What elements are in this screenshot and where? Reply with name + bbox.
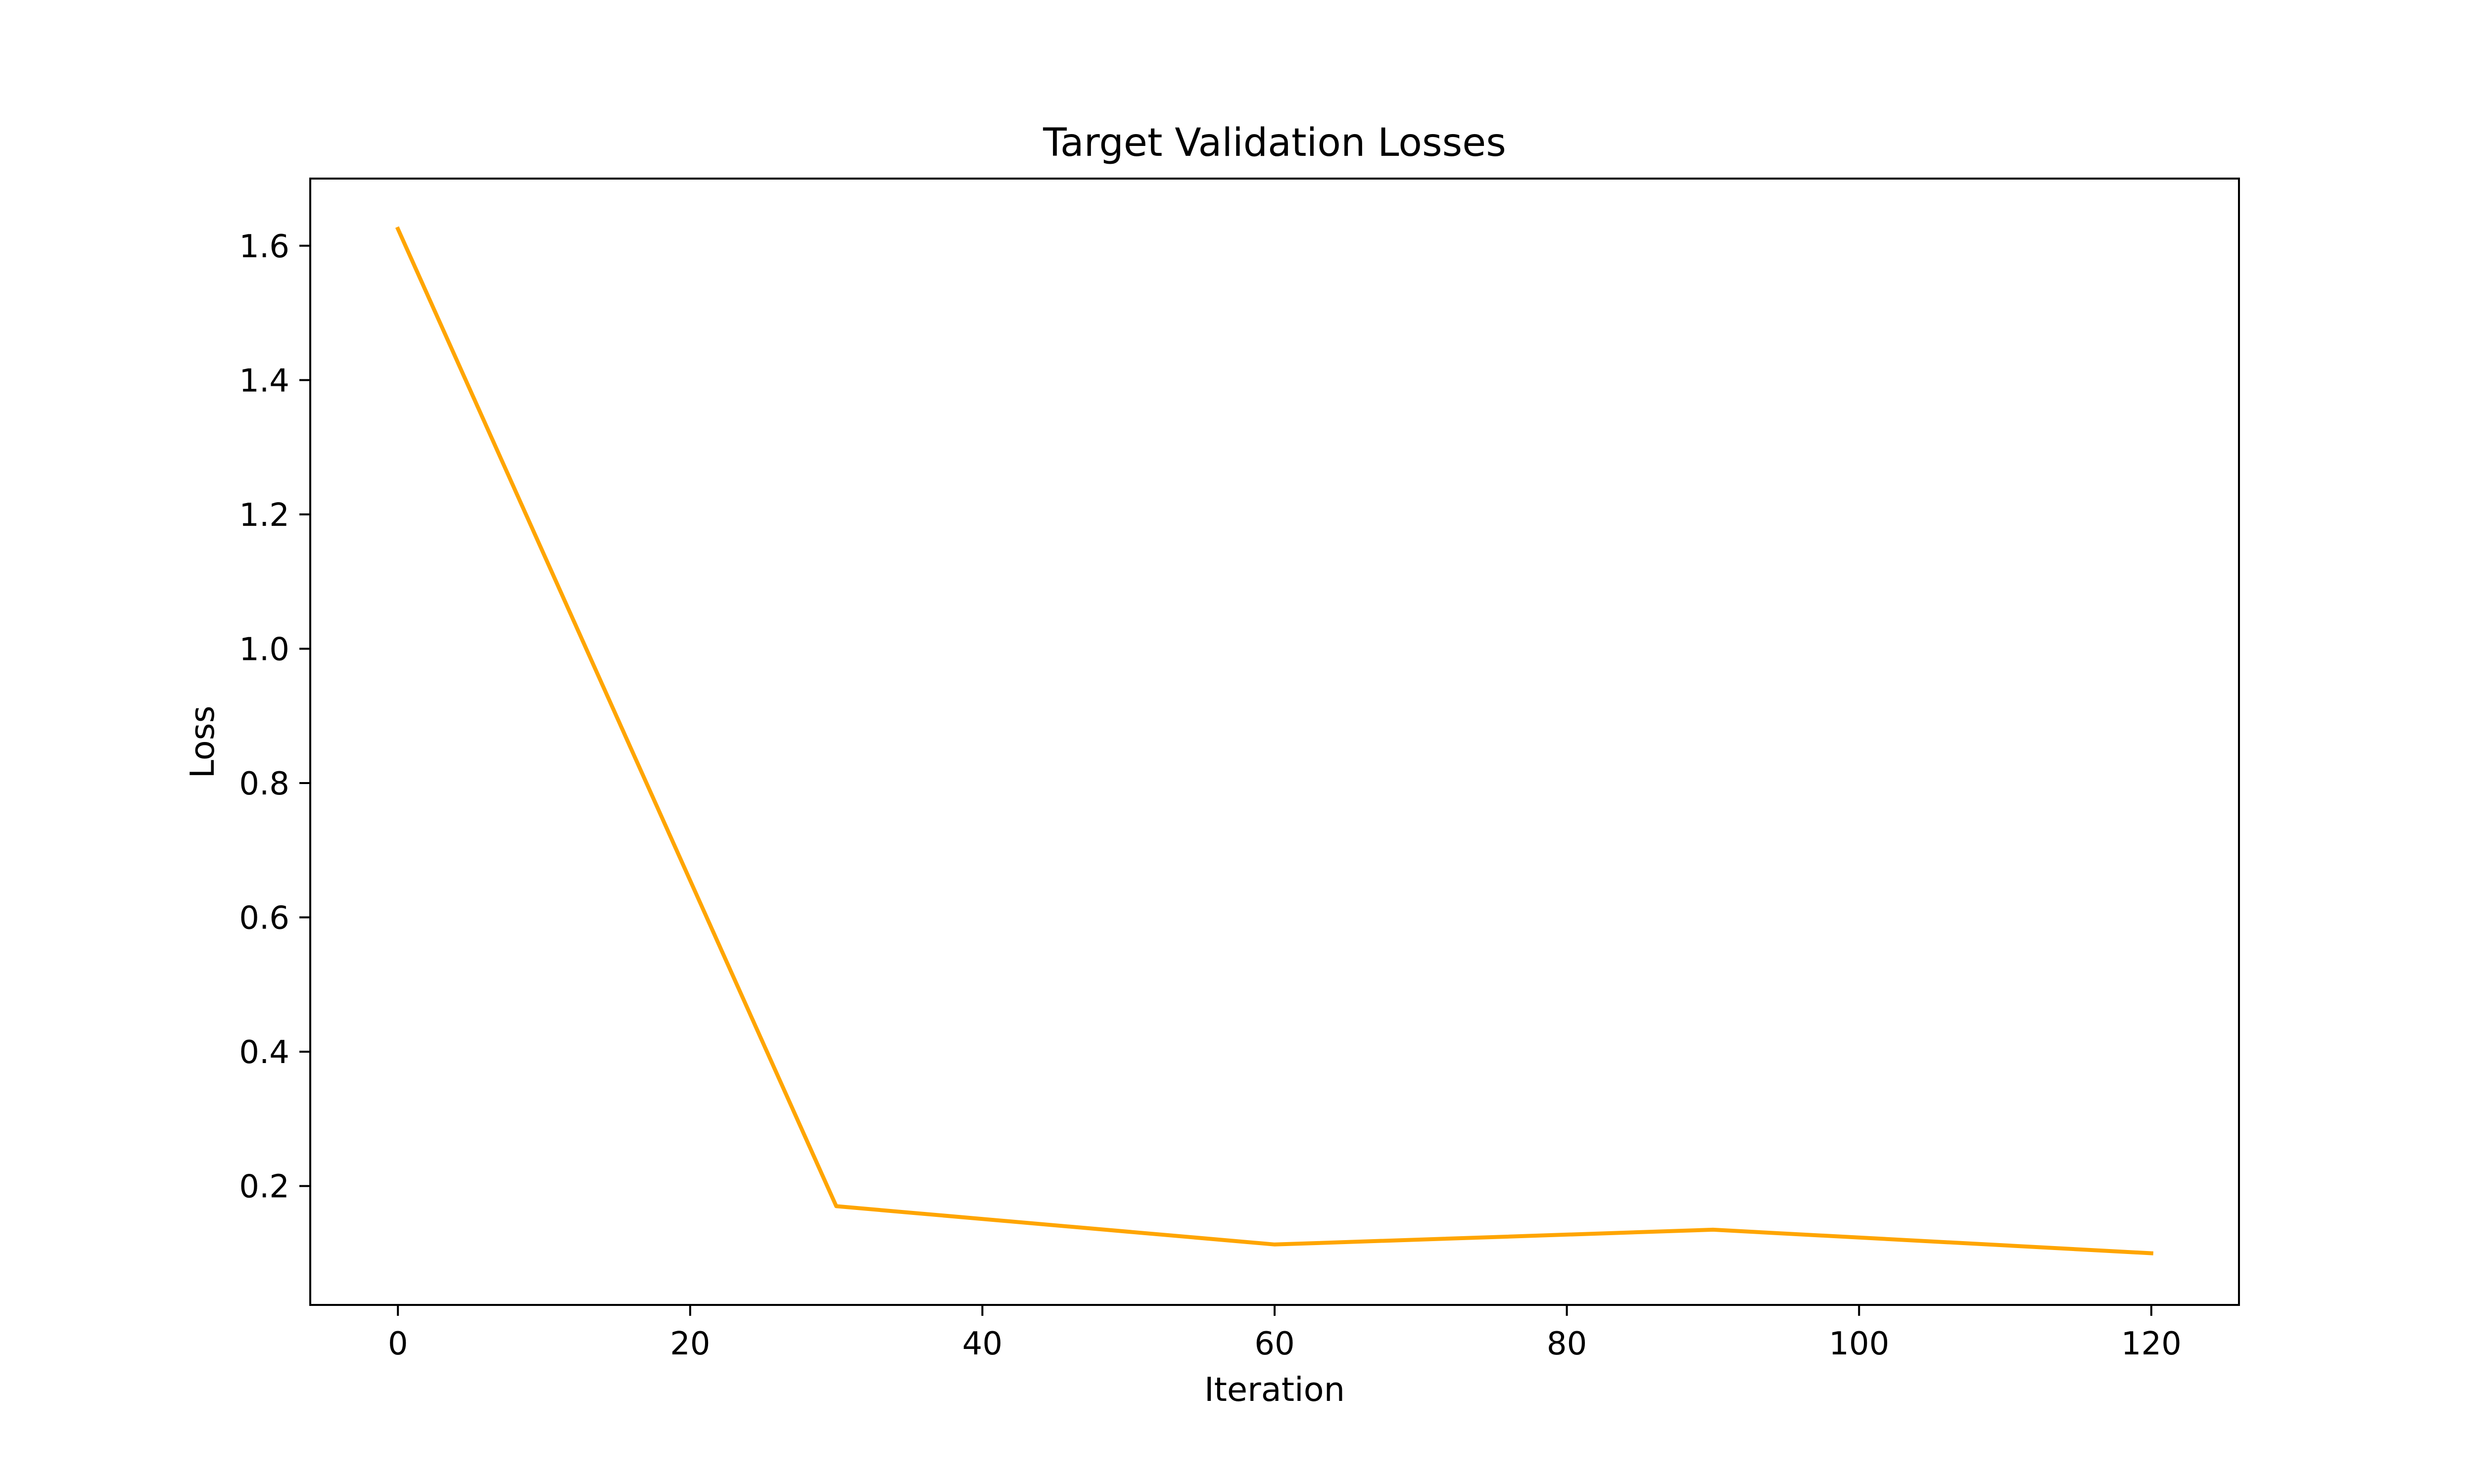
- y-tick-label: 1.0: [239, 631, 289, 668]
- y-tick-label: 0.8: [239, 766, 289, 802]
- y-tick-label: 1.6: [239, 229, 289, 265]
- x-tick-label: 20: [670, 1326, 710, 1362]
- series-layer: [395, 226, 2154, 1255]
- y-tick-label: 0.6: [239, 900, 289, 937]
- x-axis-label: Iteration: [1204, 1370, 1345, 1409]
- y-tick-label: 0.2: [239, 1169, 289, 1206]
- chart-title: Target Validation Losses: [1043, 121, 1506, 165]
- x-tick-label: 60: [1254, 1326, 1294, 1362]
- x-tick-label: 0: [388, 1326, 408, 1362]
- y-tick-label: 0.4: [239, 1034, 289, 1071]
- x-tick-label: 120: [2121, 1326, 2182, 1362]
- x-tick-label: 100: [1829, 1326, 1889, 1362]
- y-axis-label: Loss: [183, 706, 222, 779]
- x-tick-label: 80: [1547, 1326, 1587, 1362]
- x-tick-label: 40: [962, 1326, 1002, 1362]
- y-tick-label: 1.2: [239, 497, 289, 534]
- y-tick-label: 1.4: [239, 363, 289, 399]
- x-axis-ticks: 0 20 40 60 80 100 120: [388, 1305, 2182, 1362]
- y-axis-ticks: 0.2 0.4 0.6 0.8 1.0 1.2 1.4 1.6: [239, 229, 310, 1206]
